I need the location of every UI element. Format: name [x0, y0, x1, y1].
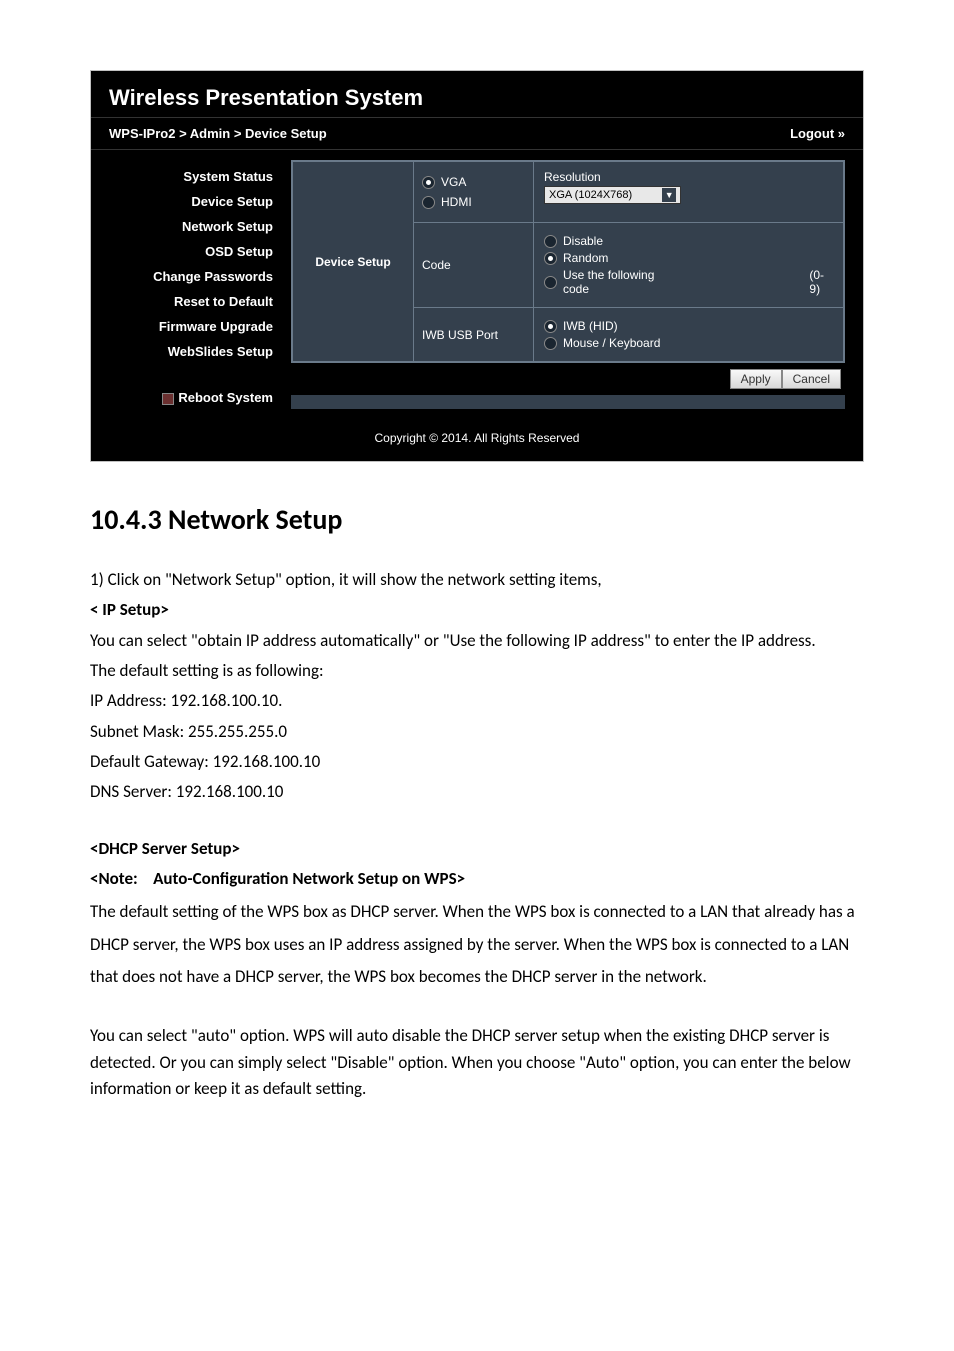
radio-use-following-code-label: Use the following code: [563, 268, 676, 296]
copyright: Copyright © 2014. All Rights Reserved: [91, 413, 863, 461]
radio-vga-label: VGA: [441, 175, 466, 189]
default-gateway: Default Gateway: 192.168.100.10: [90, 749, 864, 775]
cancel-button[interactable]: Cancel: [782, 369, 841, 389]
resolution-label: Resolution: [544, 170, 833, 184]
spacer: [291, 395, 845, 409]
radio-hdmi[interactable]: HDMI: [422, 195, 525, 209]
dhcp-setup-heading: <DHCP Server Setup>: [90, 836, 864, 862]
radio-disable[interactable]: Disable: [544, 234, 833, 248]
code-range: (0-9): [809, 268, 833, 296]
resolution-value: XGA (1024X768): [549, 189, 632, 201]
sidebar-item-change-passwords[interactable]: Change Passwords: [91, 264, 291, 289]
sidebar-item-device-setup[interactable]: Device Setup: [91, 189, 291, 214]
radio-icon: [544, 276, 557, 289]
apply-button[interactable]: Apply: [730, 369, 782, 389]
sidebar-item-system-status[interactable]: System Status: [91, 164, 291, 189]
radio-icon: [544, 235, 557, 248]
radio-hdmi-label: HDMI: [441, 195, 472, 209]
breadcrumb: WPS-IPro2 > Admin > Device Setup: [109, 126, 327, 141]
chevron-down-icon: ▼: [662, 188, 676, 202]
subnet-mask: Subnet Mask: 255.255.255.0: [90, 719, 864, 745]
row-iwb-usb-port: IWB USB Port IWB (HID) Mouse / Keyboard: [414, 308, 843, 361]
sidebar-item-reset-to-default[interactable]: Reset to Default: [91, 289, 291, 314]
logout-link[interactable]: Logout »: [790, 126, 845, 141]
radio-random-label: Random: [563, 251, 608, 265]
panel-header: Wireless Presentation System: [91, 71, 863, 117]
document-body: 10.4.3 Network Setup 1) Click on "Networ…: [90, 502, 864, 1102]
radio-iwb-hid-label: IWB (HID): [563, 319, 618, 333]
radio-random[interactable]: Random: [544, 251, 833, 265]
resolution-select[interactable]: XGA (1024X768) ▼: [544, 186, 681, 204]
sidebar-item-osd-setup[interactable]: OSD Setup: [91, 239, 291, 264]
sidebar-reboot-label: Reboot System: [178, 390, 273, 405]
sidebar-item-reboot-system[interactable]: Reboot System: [91, 382, 291, 413]
sidebar-item-firmware-upgrade[interactable]: Firmware Upgrade: [91, 314, 291, 339]
device-setup-table: Device Setup VGA HDMI: [291, 160, 845, 363]
main-content: Device Setup VGA HDMI: [291, 160, 845, 413]
row-code: Code Disable Random: [414, 223, 843, 308]
radio-icon: [544, 252, 557, 265]
device-setup-section-label: Device Setup: [293, 162, 414, 361]
code-key: Code: [414, 223, 534, 307]
dns-server: DNS Server: 192.168.100.10: [90, 779, 864, 805]
sidebar-item-webslides-setup[interactable]: WebSlides Setup: [91, 339, 291, 364]
reboot-icon: [162, 393, 174, 405]
iwb-key: IWB USB Port: [414, 308, 534, 361]
button-bar: Apply Cancel: [291, 363, 845, 395]
radio-mouse-keyboard-label: Mouse / Keyboard: [563, 336, 660, 350]
ip-address: IP Address: 192.168.100.10.: [90, 688, 864, 714]
radio-mouse-keyboard[interactable]: Mouse / Keyboard: [544, 336, 833, 350]
radio-icon: [544, 320, 557, 333]
ip-setup-heading: < IP Setup>: [90, 597, 864, 623]
radio-disable-label: Disable: [563, 234, 603, 248]
heading-network-setup: 10.4.3 Network Setup: [90, 502, 864, 537]
sidebar: System Status Device Setup Network Setup…: [91, 160, 291, 413]
radio-icon: [422, 196, 435, 209]
dhcp-body: The default setting of the WPS box as DH…: [90, 896, 864, 993]
auto-body: You can select "auto" option. WPS will a…: [90, 1023, 864, 1102]
admin-panel: Wireless Presentation System WPS-IPro2 >…: [90, 70, 864, 462]
radio-vga[interactable]: VGA: [422, 175, 525, 189]
note-heading: <Note: Auto-Configuration Network Setup …: [90, 866, 864, 892]
breadcrumb-bar: WPS-IPro2 > Admin > Device Setup Logout …: [91, 117, 863, 150]
radio-use-following-code[interactable]: Use the following code (0-9): [544, 268, 833, 296]
ip-setup-body: You can select "obtain IP address automa…: [90, 628, 864, 654]
step-1: 1) Click on "Network Setup" option, it w…: [90, 567, 864, 593]
sidebar-item-network-setup[interactable]: Network Setup: [91, 214, 291, 239]
default-setting-label: The default setting is as following:: [90, 658, 864, 684]
row-output-resolution: VGA HDMI Resolution XGA (1024X7: [414, 162, 843, 223]
radio-icon: [544, 337, 557, 350]
radio-icon: [422, 176, 435, 189]
code-input[interactable]: [686, 274, 798, 290]
panel-title: Wireless Presentation System: [109, 85, 423, 110]
radio-iwb-hid[interactable]: IWB (HID): [544, 319, 833, 333]
